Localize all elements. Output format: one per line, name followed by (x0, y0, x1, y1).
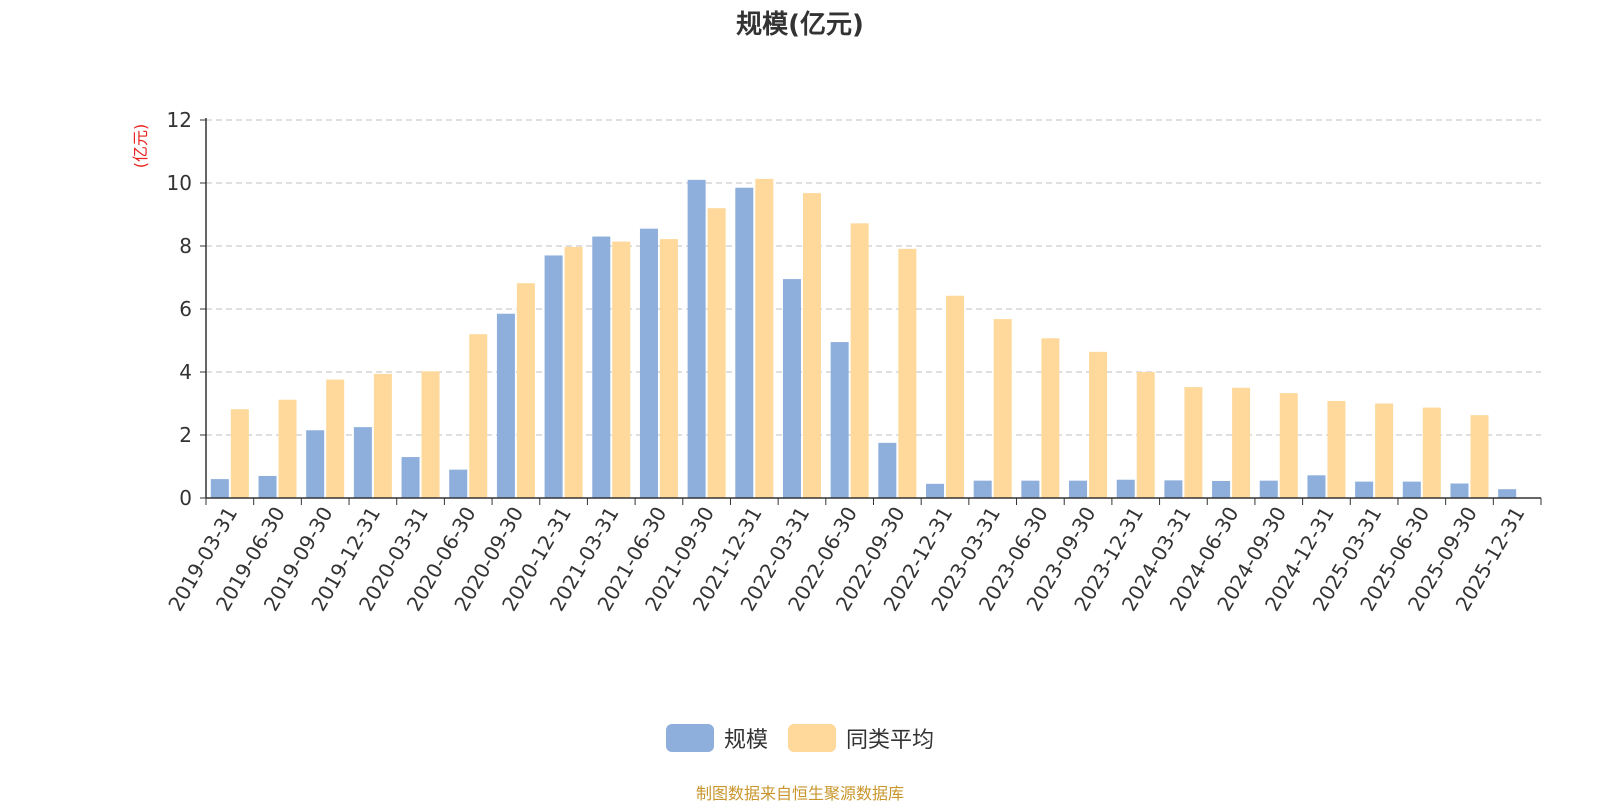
bar-peer-average (1327, 400, 1346, 498)
bar-peer-average (1470, 415, 1489, 498)
chart-title: 规模(亿元) (736, 10, 864, 40)
bar-peer-average (755, 178, 774, 498)
bar-peer-average (659, 239, 678, 498)
bar-peer-average (898, 248, 917, 498)
bar-scale (258, 475, 277, 498)
y-axis-label: (亿元) (131, 124, 150, 169)
bar-peer-average (850, 223, 869, 498)
bar-scale (210, 479, 229, 498)
bar-scale (1498, 489, 1517, 498)
bar-scale (1164, 480, 1183, 498)
bar-peer-average (707, 208, 726, 498)
bar-peer-average (993, 319, 1012, 498)
bar-scale (1069, 480, 1088, 498)
gridlines (206, 119, 1541, 436)
legend-swatch-peer-average (788, 724, 836, 752)
legend-item-peer-average[interactable]: 同类平均 (788, 722, 934, 754)
bar-scale (973, 480, 992, 498)
bar-scale (878, 442, 897, 498)
bar-peer-average (326, 379, 345, 498)
bar-peer-average (516, 283, 535, 498)
bar-peer-average (1279, 393, 1298, 498)
bar-peer-average (1136, 372, 1155, 498)
bar-scale (1355, 481, 1374, 498)
bar-scale (496, 313, 515, 498)
bar-scale (401, 457, 420, 498)
bar-scale (306, 430, 325, 498)
y-tick-label: 12 (167, 108, 192, 132)
bar-scale (1450, 483, 1469, 498)
bar-peer-average (1375, 403, 1394, 498)
bar-scale (687, 179, 706, 498)
bar-scale (1212, 480, 1231, 498)
legend-label-peer-average: 同类平均 (846, 728, 935, 753)
y-tick-label: 6 (179, 297, 192, 321)
bar-peer-average (802, 193, 821, 498)
bar-scale (1259, 480, 1278, 498)
y-tick-label: 0 (179, 486, 192, 510)
bar-peer-average (1089, 351, 1108, 498)
bar-scale (449, 469, 468, 498)
bar-scale (639, 228, 658, 499)
bar-peer-average (230, 409, 249, 498)
bar-scale (782, 279, 801, 498)
bar-scale (1021, 480, 1040, 498)
bar-peer-average (1041, 338, 1060, 498)
bar-scale (1402, 481, 1421, 498)
bar-peer-average (421, 371, 440, 498)
bar-peer-average (1184, 387, 1203, 498)
bar-peer-average (1422, 407, 1441, 498)
legend-item-scale[interactable]: 规模 (665, 722, 768, 754)
legend: 规模 同类平均 (0, 722, 1600, 754)
bar-scale (592, 236, 611, 499)
bar-peer-average (469, 334, 488, 498)
bar-scale (926, 483, 945, 498)
y-tick-label: 2 (179, 423, 192, 447)
bar-peer-average (612, 241, 631, 498)
bar-scale (544, 255, 563, 498)
bars (210, 178, 1517, 499)
bar-peer-average (1232, 387, 1251, 498)
bar-scale (1307, 475, 1326, 498)
bar-peer-average (278, 399, 297, 498)
bar-peer-average (946, 295, 965, 498)
legend-label-scale: 规模 (723, 728, 768, 753)
bar-scale (353, 427, 372, 498)
legend-swatch-scale (665, 724, 714, 752)
y-tick-label: 10 (167, 171, 192, 195)
y-tick-label: 4 (179, 360, 192, 384)
bar-peer-average (373, 373, 392, 498)
bar-scale (830, 342, 849, 498)
bar-scale (1116, 479, 1135, 498)
bar-peer-average (564, 246, 583, 498)
bar-scale (735, 187, 754, 498)
y-tick-label: 8 (179, 234, 192, 258)
source-note: 制图数据来自恒生聚源数据库 (695, 784, 904, 803)
